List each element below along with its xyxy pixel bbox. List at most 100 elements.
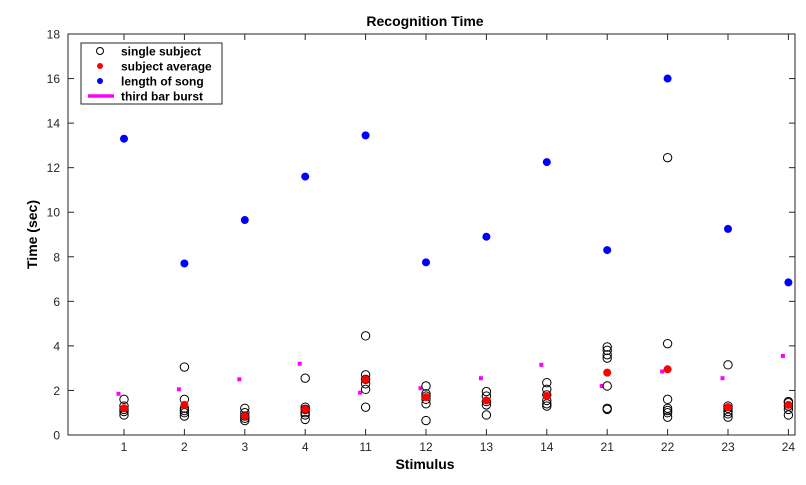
length-of-song-point [361,131,370,140]
single-subject-point [783,410,794,420]
y-tick-label: 14 [47,117,61,131]
third-bar-burst-point [599,383,604,388]
length-of-song-point [603,246,612,255]
length-of-song-point [542,158,551,167]
single-subject-point [602,353,612,363]
third-bar-burst-point [237,377,242,382]
subject-average-point [603,368,612,377]
x-axis: 1 2 3 4 11 12 13 14 21 22 23 24 [121,34,796,454]
y-tick-label: 2 [53,384,60,398]
single-subject-point [602,381,612,391]
single-subject-point [662,394,673,405]
single-subject-point [360,374,371,385]
length-of-song-point [482,232,491,241]
length-of-song-point [663,74,672,83]
single-subject-point [300,373,310,383]
x-tick-label: 12 [419,440,433,454]
legend-label-subject-average: subject average [121,60,212,74]
single-subject-point [360,331,371,341]
x-tick-label: 4 [302,440,309,454]
single-subject-point [602,350,612,360]
chart-title: Recognition Time [366,13,483,29]
single-subject-point [240,411,250,421]
single-subject-point [119,394,129,405]
legend-marker-single-subject [96,47,104,55]
legend-label-length-of-song: length of song [121,75,204,89]
single-subject-point [602,345,612,356]
third-bar-burst-point [297,361,302,366]
y-tick-label: 16 [47,72,61,86]
third-bar-burst-point [176,387,181,392]
x-tick-label: 24 [782,440,796,454]
y-axis: 0 2 4 6 8 10 12 14 16 18 [47,28,795,443]
length-of-song-point [240,216,249,225]
subject-average-point [240,412,249,421]
third-bar-burst-point [358,390,363,395]
single-subject-point [662,403,673,413]
single-subject-point [542,377,552,388]
single-subject-point [662,152,673,163]
y-tick-label: 4 [53,339,60,353]
single-subject-point [602,403,612,413]
x-axis-label: Stimulus [395,456,454,472]
y-tick-label: 12 [47,161,61,175]
length-of-song-point [180,259,189,268]
subject-average-point [180,400,189,409]
length-of-song-point [724,224,732,233]
x-tick-label: 1 [121,440,128,454]
subject-average-point [301,405,310,414]
length-of-song-point [422,258,430,267]
subject-average-point [784,400,793,409]
legend-marker-subject-average [97,63,103,69]
third-bar-burst-point [418,386,423,391]
x-tick-label: 21 [601,440,615,454]
third-bar-burst-point [539,362,544,367]
single-subject-point [300,414,310,425]
y-tick-label: 0 [53,429,60,443]
legend-box [80,42,223,105]
single-subject-point [662,408,673,418]
third-bar-burst-point [478,376,483,381]
third-bar-burst-point [660,369,665,374]
single-subject-point [421,415,431,426]
single-subject-point [179,362,190,372]
single-subject-point [723,412,733,422]
legend: single subject subject average length of… [80,42,223,105]
single-subject-point [662,338,673,349]
data-marks [116,74,794,426]
length-of-song-point [301,172,310,181]
single-subject-point [662,405,673,416]
legend-marker-length-of-song [97,78,103,84]
single-subject-point [723,360,733,370]
x-tick-label: 13 [480,440,494,454]
subject-average-point [542,392,551,401]
subject-average-point [120,404,128,413]
subject-average-point [482,396,491,405]
single-subject-point [300,404,310,415]
single-subject-point [542,401,552,411]
x-tick-label: 11 [359,440,372,454]
length-of-song-point [120,134,128,143]
y-tick-label: 6 [53,295,60,309]
y-tick-label: 8 [53,250,60,264]
single-subject-point [421,381,431,391]
third-bar-burst-point [780,353,785,358]
single-subject-point [481,386,492,397]
y-axis-label: Time (sec) [24,200,40,269]
subject-average-point [724,403,732,412]
x-tick-label: 23 [721,440,735,454]
subject-average-point [361,375,370,384]
subject-average-point [422,393,430,402]
single-subject-point [360,402,371,412]
third-bar-burst-point [116,391,121,396]
x-tick-label: 22 [661,440,675,454]
y-tick-label: 10 [47,206,61,220]
single-subject-point [360,384,371,395]
legend-label-third-bar-burst: third bar burst [121,90,203,104]
subject-average-point [663,365,672,374]
third-bar-burst-point [720,376,725,381]
single-subject-point [179,411,190,421]
x-tick-label: 14 [540,440,554,454]
single-subject-point [602,342,612,352]
